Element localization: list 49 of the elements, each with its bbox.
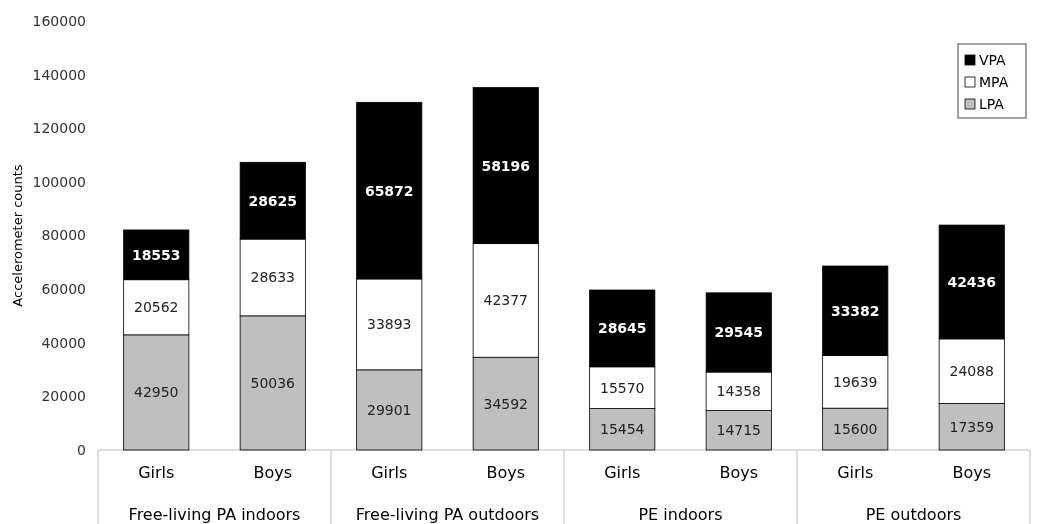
data-label: 28645 [597, 320, 647, 337]
y-tick-label: 140000 [32, 66, 86, 83]
y-tick-label: 100000 [32, 173, 86, 190]
x-tick-label: Boys [952, 463, 992, 482]
data-label: 29901 [366, 401, 412, 418]
data-label: 15600 [832, 421, 878, 438]
y-axis-title: Accelerometer counts [10, 164, 25, 307]
text: Free-living PA indoors [128, 505, 301, 524]
x-tick-label: Girls [837, 463, 874, 482]
data-label: 14358 [716, 383, 762, 400]
data-label: 18553 [131, 246, 181, 263]
legend-label: MPA [979, 74, 1009, 90]
data-label: 33382 [830, 302, 880, 319]
x-tick-label: Girls [371, 463, 408, 482]
data-label: 42436 [947, 273, 997, 290]
x-tick-label: Boys [253, 463, 293, 482]
data-label: 58196 [481, 157, 531, 174]
x-tick-label: Boys [719, 463, 759, 482]
data-label: 15454 [599, 421, 645, 438]
data-label: 65872 [364, 182, 414, 199]
data-label: 20562 [133, 299, 179, 316]
data-label: 28633 [250, 269, 296, 286]
x-tick-label: Girls [604, 463, 641, 482]
data-label: 50036 [250, 374, 296, 391]
text: PE indoors [638, 505, 723, 524]
data-label: 42950 [133, 384, 179, 401]
data-label: 19639 [832, 373, 878, 390]
data-label: 17359 [949, 418, 995, 435]
data-label: 33893 [366, 316, 412, 333]
y-tick-label: 160000 [32, 12, 86, 29]
y-tick-label: 120000 [32, 120, 86, 137]
y-tick-label: 20000 [41, 388, 86, 405]
y-tick-label: 80000 [41, 227, 86, 244]
x-tick-label: Girls [138, 463, 175, 482]
x-tick-label: Boys [486, 463, 526, 482]
data-label: 15570 [599, 379, 645, 396]
y-tick-label: 40000 [41, 334, 86, 351]
data-label: 28625 [248, 192, 298, 209]
y-tick-label: 0 [77, 441, 86, 458]
data-label: 42377 [483, 292, 529, 309]
text: Free-living PA outdoors [355, 505, 540, 524]
data-label: 24088 [949, 363, 995, 380]
data-label: 34592 [483, 395, 529, 412]
text: PE outdoors [865, 505, 962, 524]
legend-label: VPA [979, 52, 1007, 68]
y-tick-label: 60000 [41, 281, 86, 298]
data-label: 14715 [716, 422, 762, 439]
legend-label: LPA [979, 96, 1005, 112]
data-label: 29545 [714, 324, 764, 341]
